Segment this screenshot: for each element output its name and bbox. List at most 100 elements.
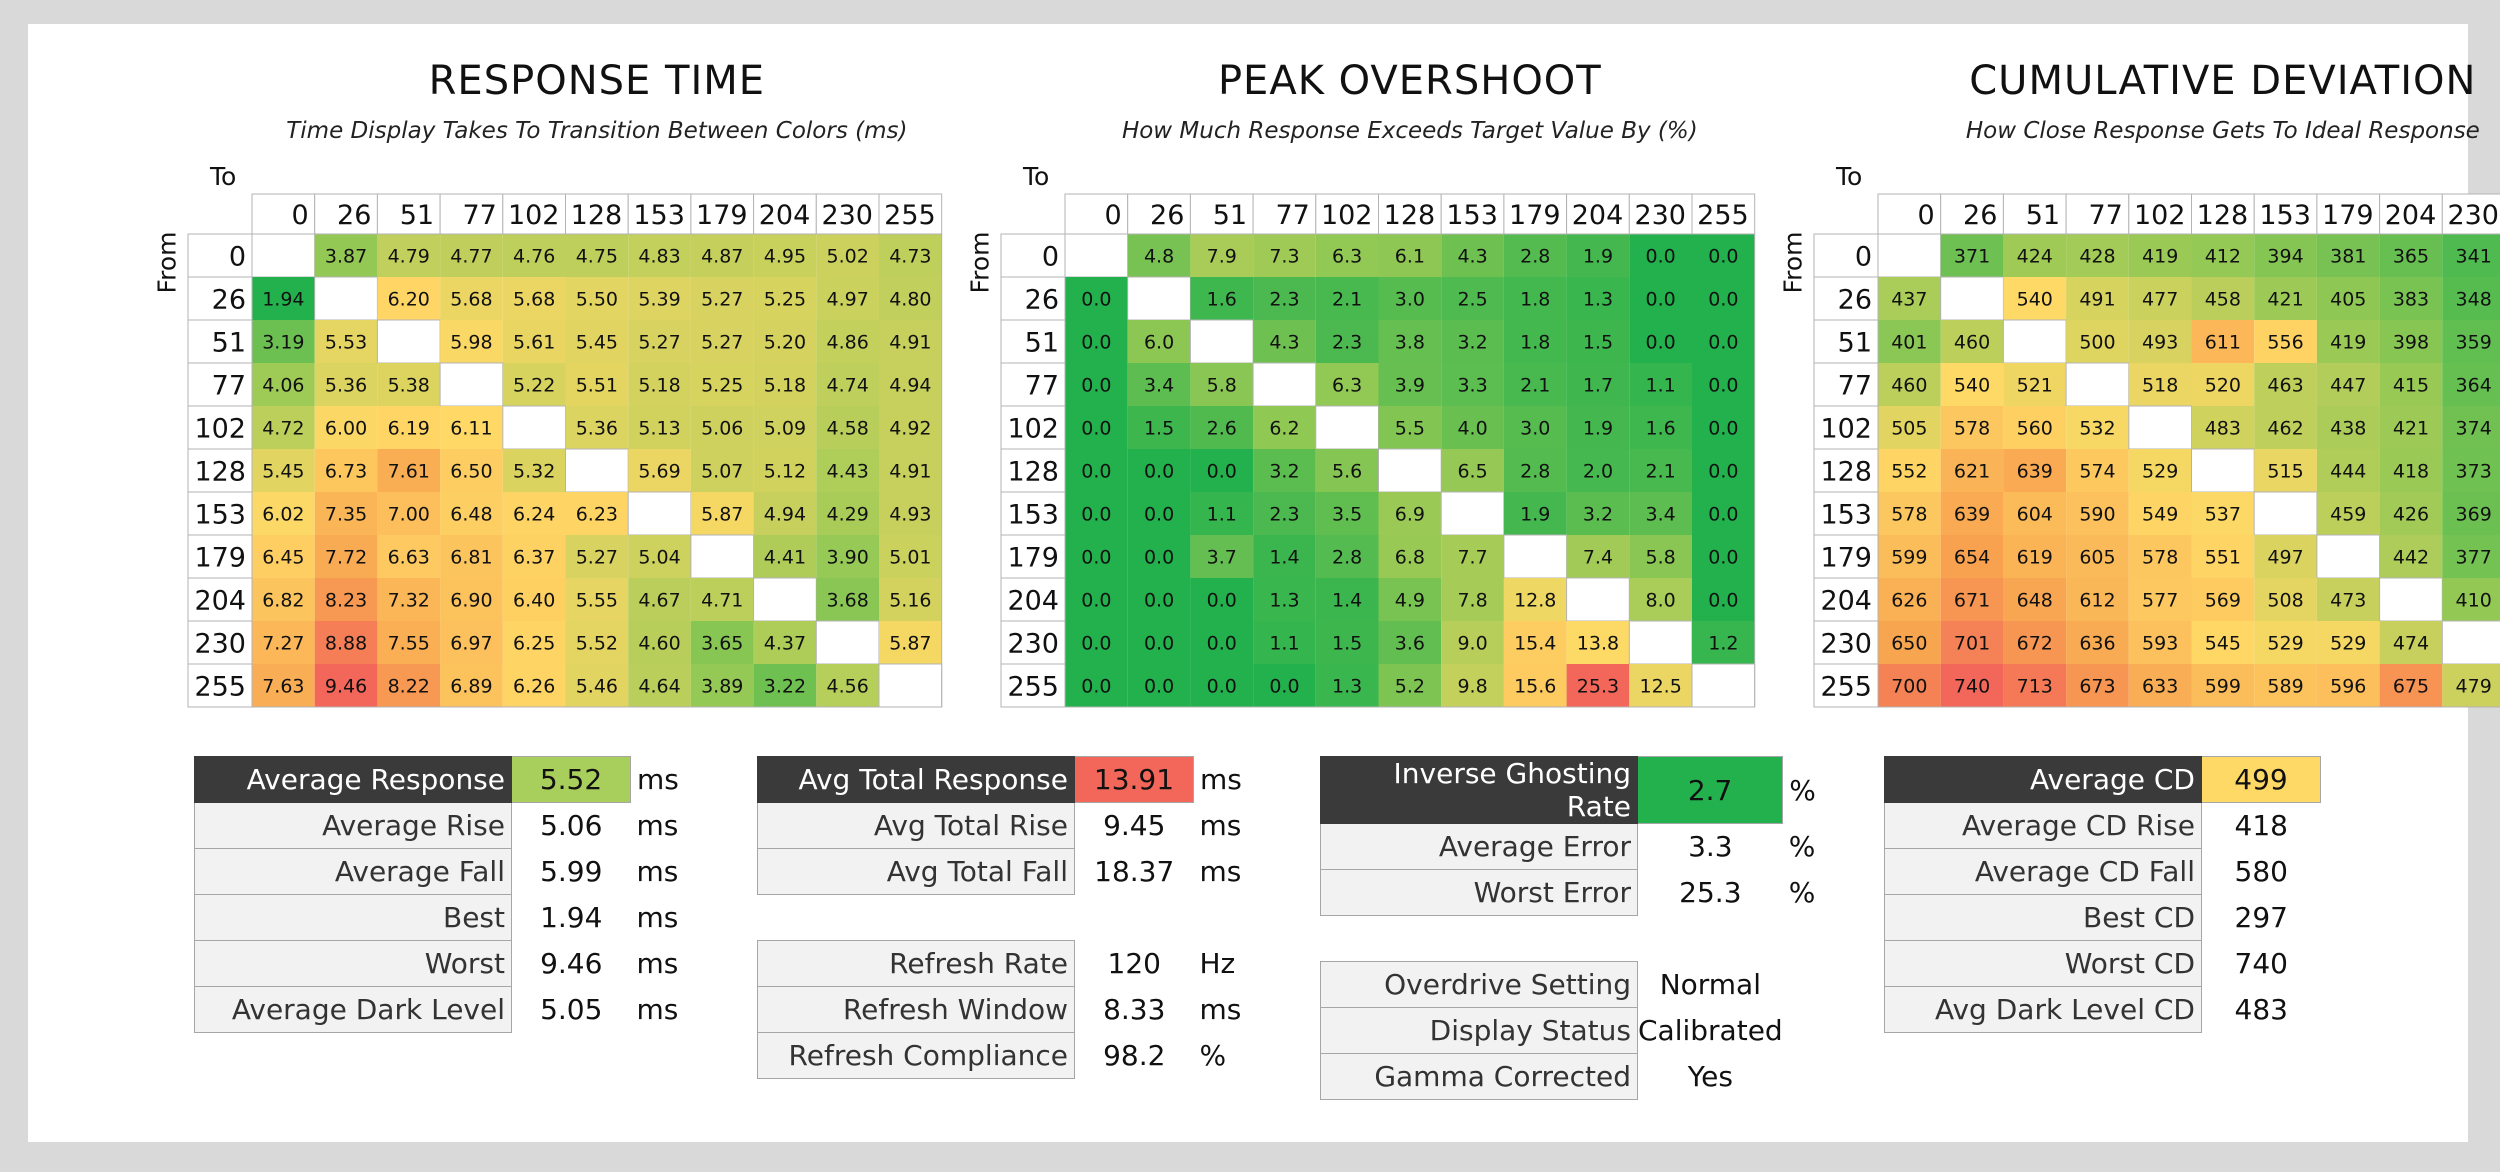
heatmap-cell [1940, 363, 2004, 406]
stat-value: 13.91 [1074, 756, 1194, 803]
row-tick-label: 128 [1820, 457, 1872, 488]
cell-value-label: 549 [2142, 504, 2178, 526]
cell-value-label: 6.37 [513, 547, 555, 569]
empty-cell [1252, 362, 1317, 407]
empty-cell [251, 233, 316, 278]
heatmap-cell [628, 363, 691, 406]
stat-value: 740 [2234, 947, 2288, 980]
column-header-cell [1315, 193, 1379, 235]
column-header-cell [1566, 193, 1630, 235]
row-tick-label: 51 [212, 328, 246, 359]
heatmap-cell [1878, 535, 1941, 578]
cell-value-label: 713 [2017, 676, 2053, 698]
heatmap-cell [2379, 363, 2443, 406]
cell-value-label: 5.52 [576, 633, 618, 655]
heatmap-cell [1253, 535, 1316, 578]
from-axis-label: From [965, 231, 995, 294]
heatmap-cell [377, 492, 441, 535]
cell-value-label: 5.51 [576, 375, 618, 397]
empty-cell [815, 620, 880, 665]
column-tick-label: 128 [2197, 200, 2249, 231]
cell-value-label: 7.7 [1457, 547, 1487, 569]
column-tick-label: 26 [337, 200, 371, 231]
row-header-cell [1000, 448, 1066, 493]
cell-value-label: 4.71 [701, 590, 743, 612]
cell-value-label: 493 [2142, 332, 2178, 354]
heatmap-cell [1127, 578, 1191, 621]
cell-value-label: 611 [2205, 332, 2241, 354]
stat-label: Inverse Ghosting Rate [1320, 756, 1638, 824]
cell-value-label: 5.87 [701, 504, 743, 526]
cell-value-label: 7.32 [388, 590, 430, 612]
heatmap-cell [2442, 277, 2500, 320]
stat-value: 9.45 [1103, 809, 1166, 843]
heatmap-cell [1065, 621, 1128, 664]
heatmap-cell [879, 621, 942, 664]
cell-value-label: 1.9 [1583, 246, 1613, 268]
row-header-cell [187, 534, 253, 579]
heatmap-cell [816, 277, 879, 320]
stats-table: Average CD 499 Average CD Rise 418 Average C… [1884, 756, 2398, 1033]
heatmap-cell [879, 449, 942, 492]
column-tick-label: 102 [1321, 200, 1373, 231]
heatmap-cell [1315, 664, 1379, 707]
heatmap-cell [1566, 277, 1630, 320]
row-header-cell [1000, 663, 1066, 708]
column-tick-label: 0 [1105, 200, 1122, 231]
heatmap-cell [2316, 449, 2380, 492]
cell-value-label: 401 [1891, 332, 1927, 354]
stat-value: 483 [2234, 993, 2288, 1026]
cell-value-label: 412 [2205, 246, 2241, 268]
heatmap-cell [565, 406, 629, 449]
cell-value-label: 5.68 [513, 289, 555, 311]
cell-value-label: 5.18 [638, 375, 680, 397]
cell-value-label: 1.4 [1332, 590, 1362, 612]
column-tick-label: 51 [1213, 200, 1247, 231]
heatmap-cell [2128, 320, 2192, 363]
stat-label: Average Response [194, 756, 512, 803]
row-header-cell [187, 276, 253, 321]
heatmap-cell [2254, 449, 2317, 492]
heatmap-cell [2066, 277, 2129, 320]
heatmap-cell [753, 320, 817, 363]
empty-cell [753, 577, 817, 622]
heatmap-cell [1190, 492, 1254, 535]
from-axis-label: From [1778, 231, 1808, 294]
cell-value-label: 8.23 [325, 590, 367, 612]
heatmap-cell [1503, 406, 1567, 449]
heatmap-cell [1441, 277, 1504, 320]
heatmap-cell [2128, 277, 2192, 320]
stat-value: 580 [2234, 855, 2288, 888]
heatmap-cell [816, 234, 879, 277]
column-header-cell [2253, 193, 2318, 235]
heatmap-cell [1692, 449, 1755, 492]
cell-value-label: 13.8 [1577, 633, 1619, 655]
heatmap-cell [879, 277, 942, 320]
stat-label: Average CD [1884, 756, 2202, 803]
heatmap-cell [1940, 320, 2004, 363]
empty-cell [2316, 534, 2381, 579]
heatmap-cell [1566, 621, 1630, 664]
cell-value-label: 0.0 [1646, 246, 1676, 268]
cell-value-label: 7.8 [1457, 590, 1487, 612]
heatmap-cell [1692, 535, 1755, 578]
stat-value: 1.94 [540, 901, 603, 934]
heatmap-cell [1253, 234, 1316, 277]
column-tick-label: 77 [1275, 200, 1309, 231]
column-header-cell [251, 193, 316, 235]
heatmap-cell [2066, 535, 2129, 578]
heatmap-cell [2191, 277, 2255, 320]
cell-value-label: 599 [1891, 547, 1927, 569]
heatmap-cell [753, 492, 817, 535]
cell-value-label: 374 [2456, 418, 2492, 440]
stat-label: Worst [194, 940, 512, 987]
heatmap-cell [2379, 449, 2443, 492]
heatmap-cell [2379, 406, 2443, 449]
heatmap-cell [879, 363, 942, 406]
cell-value-label: 6.48 [450, 504, 492, 526]
cell-value-label: 6.45 [262, 547, 304, 569]
cell-value-label: 442 [2393, 547, 2429, 569]
heatmap-cell [2128, 492, 2192, 535]
heatmap-cell [565, 492, 629, 535]
column-tick-label: 204 [759, 200, 811, 231]
